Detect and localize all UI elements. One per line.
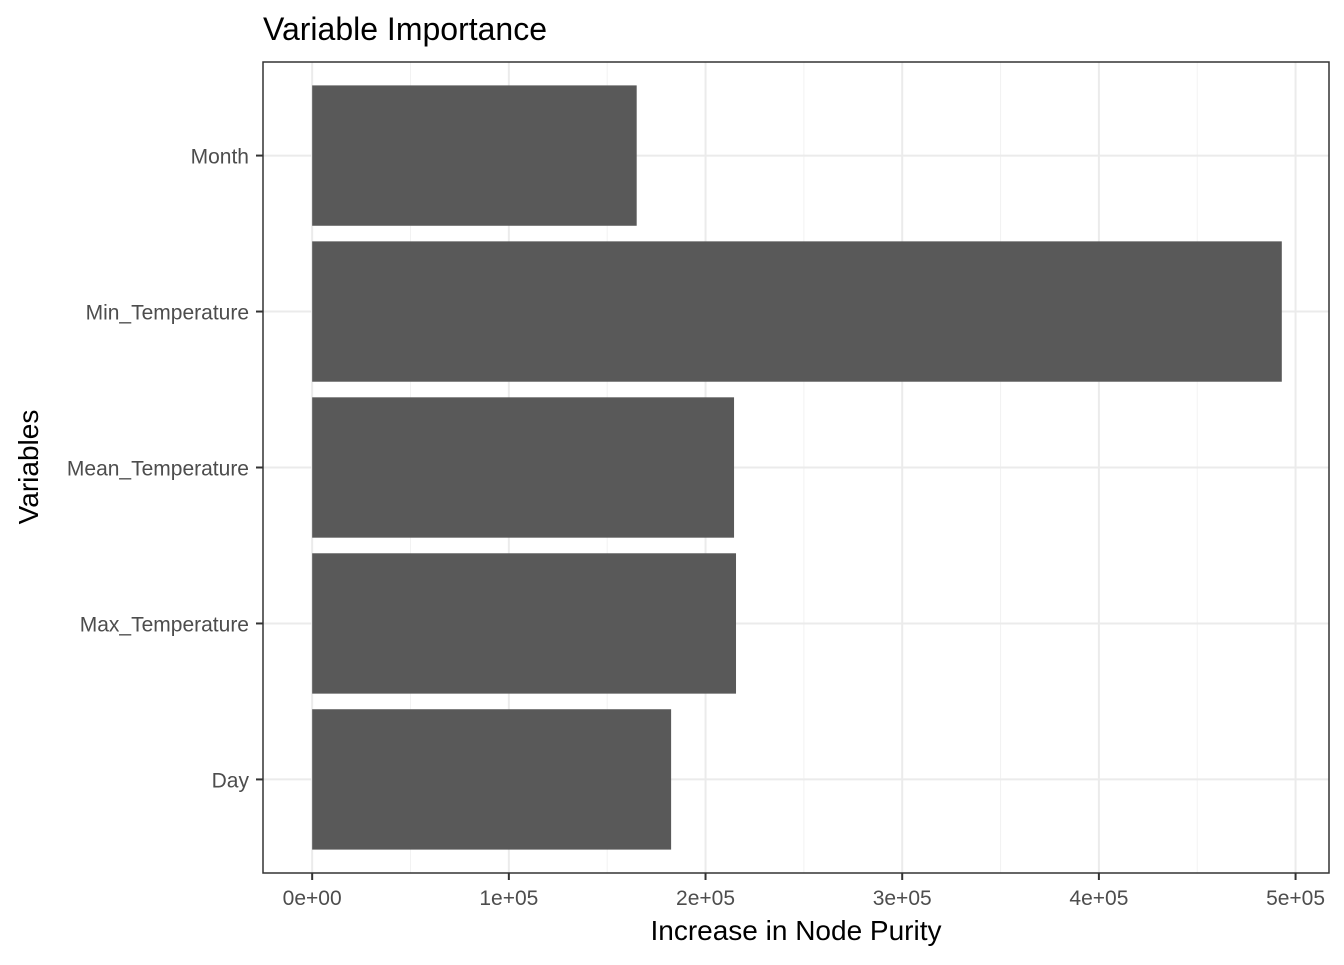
y-tick-label: Mean_Temperature	[67, 458, 249, 481]
y-tick-label: Min_Temperature	[86, 302, 249, 325]
x-tick-label: 0e+00	[283, 887, 342, 910]
x-tick-label: 4e+05	[1069, 887, 1128, 910]
axis-ticks: 0e+00 1e+05 2e+05 3e+05 4e+05 5e+05 Day Max_Tem…	[67, 146, 1325, 910]
y-axis-title: Variables	[13, 410, 44, 525]
bar-month	[312, 85, 637, 226]
y-tick-label: Month	[191, 146, 249, 169]
y-tick-label: Day	[212, 769, 250, 792]
x-tick-label: 5e+05	[1266, 887, 1325, 910]
bars	[312, 85, 1282, 850]
bar-day	[312, 709, 672, 850]
x-tick-label: 3e+05	[873, 887, 932, 910]
x-tick-label: 2e+05	[676, 887, 735, 910]
y-tick-label: Max_Temperature	[80, 613, 249, 636]
x-axis-title: Increase in Node Purity	[650, 915, 941, 946]
x-tick-label: 1e+05	[479, 887, 538, 910]
bar-min-temperature	[312, 241, 1282, 382]
chart-title: Variable Importance	[263, 11, 547, 47]
bar-mean-temperature	[312, 397, 735, 538]
bar-max-temperature	[312, 553, 737, 694]
